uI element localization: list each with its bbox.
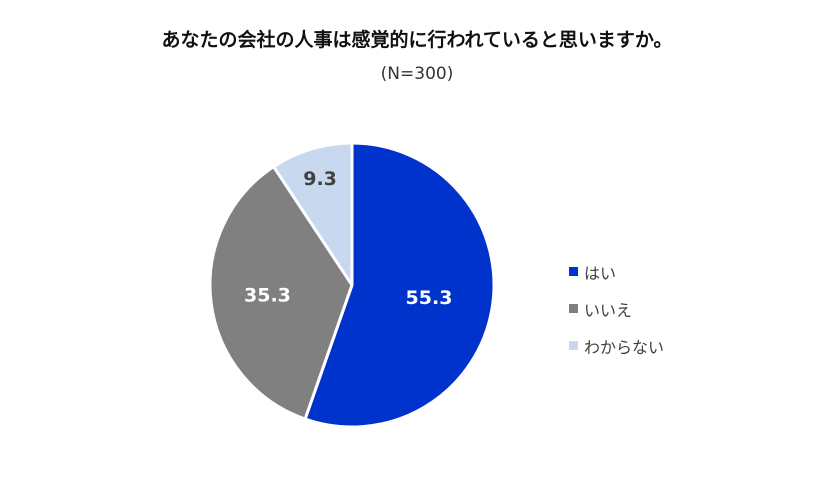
legend-label-unknown: わからない — [584, 337, 665, 357]
legend-swatch-no — [569, 304, 578, 313]
legend-swatch-yes — [569, 267, 578, 276]
data-label-no: 35.3 — [244, 285, 291, 307]
legend-label-yes: はい — [584, 263, 617, 283]
data-label-yes: 55.3 — [406, 287, 453, 309]
legend-label-no: いいえ — [584, 300, 633, 320]
data-label-unknown: 9.3 — [303, 168, 337, 190]
chart-title: あなたの会社の人事は感覚的に行われていると思いますか。 — [161, 29, 673, 51]
legend-swatch-unknown — [569, 341, 578, 350]
legend-item-yes: はい — [569, 253, 664, 290]
legend: はい いいえ わからない — [569, 253, 664, 364]
slice-unknown — [272, 141, 354, 287]
slice-no — [208, 165, 354, 421]
legend-item-unknown: わからない — [569, 327, 664, 364]
chart-subtitle: (N=300) — [380, 64, 454, 84]
legend-item-no: いいえ — [569, 290, 664, 327]
